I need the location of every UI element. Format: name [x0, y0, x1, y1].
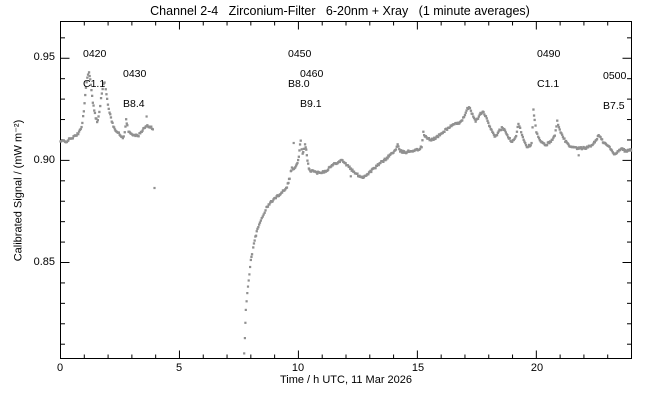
- y-tick-label-0.85: 0.85: [33, 256, 55, 268]
- x-tick-label-0: 0: [56, 362, 64, 374]
- flare-class-label: C1.1: [537, 78, 560, 90]
- flare-time-label: 0460: [300, 68, 324, 80]
- flare-class-label: B7.5: [603, 100, 625, 112]
- flare-class-label: C1.1: [83, 78, 106, 90]
- y-tick-label-0.95: 0.95: [33, 51, 55, 63]
- flare-annotation-0450: 0450 B8.0: [288, 29, 311, 109]
- y-tick-label-0.90: 0.90: [33, 154, 55, 166]
- data-points-recovery-sparse: [243, 265, 252, 355]
- x-tick-label-20: 20: [530, 362, 544, 374]
- flare-time-label: 0420: [83, 48, 107, 60]
- flare-class-label: B8.0: [288, 78, 310, 90]
- flare-time-label: 0500: [603, 70, 627, 82]
- x-tick-label-15: 15: [411, 362, 425, 374]
- chart-title: Channel 2-4 Zirconium-Filter 6-20nm + Xr…: [150, 4, 530, 18]
- x-tick-label-10: 10: [291, 362, 305, 374]
- axis-ticks: [60, 21, 632, 359]
- x-tick-label-5: 5: [175, 362, 183, 374]
- flare-class-label: B8.4: [123, 98, 145, 110]
- outlier-points: [145, 115, 580, 190]
- flare-annotation-0460: 0460 B9.1: [300, 49, 323, 129]
- flare-class-label: B9.1: [300, 98, 322, 110]
- flare-time-label: 0450: [288, 48, 312, 60]
- x-axis-label: Time / h UTC, 11 Mar 2026: [279, 374, 413, 386]
- data-points-main-segment: [249, 106, 633, 262]
- y-axis-label: Calibrated Signal / (mW m⁻²): [12, 119, 25, 262]
- flare-annotation-0430: 0430 B8.4: [123, 49, 146, 129]
- flare-annotation-0490: 0490 C1.1: [537, 29, 560, 109]
- flare-time-label: 0430: [123, 68, 147, 80]
- flare-annotation-0500: 0500 B7.5: [603, 51, 626, 131]
- flare-time-label: 0490: [537, 48, 561, 60]
- data-points-morning-segment: [59, 71, 154, 144]
- flare-annotation-0420: 0420 C1.1: [83, 29, 106, 109]
